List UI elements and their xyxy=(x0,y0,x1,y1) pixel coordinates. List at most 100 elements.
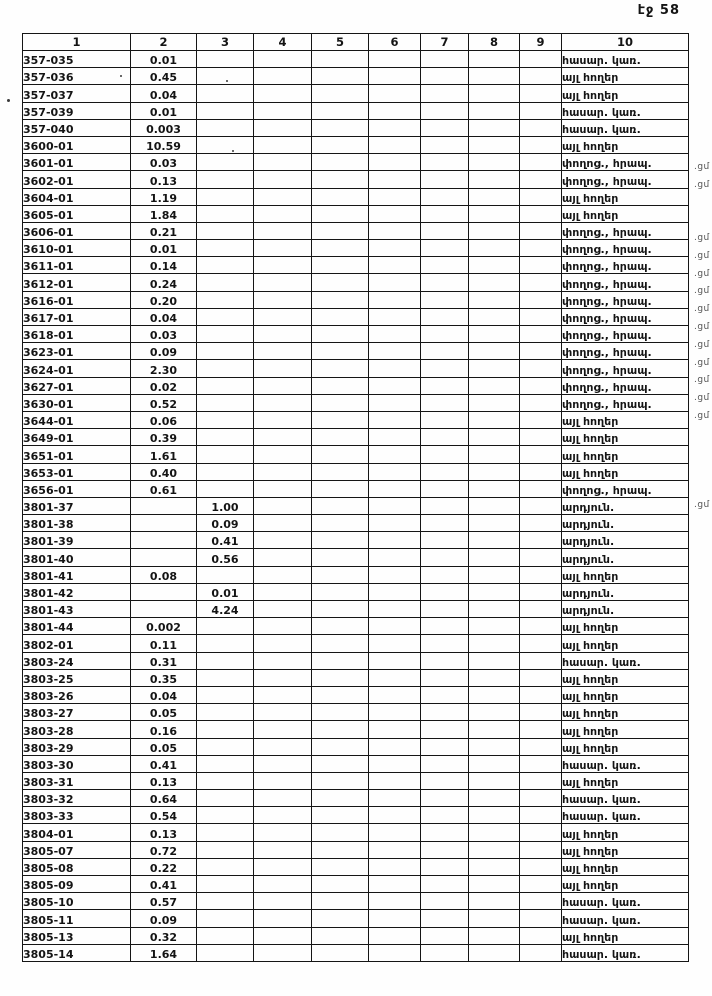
cell-category: փողոց., հրապ. xyxy=(561,359,689,378)
cell-col7 xyxy=(420,496,469,516)
cell-col8 xyxy=(468,204,520,223)
cell-col5 xyxy=(311,118,369,137)
cell-area-col3 xyxy=(196,170,254,189)
cell-col8 xyxy=(468,789,520,808)
cell-code: 3801-41 xyxy=(22,565,131,584)
cell-col7 xyxy=(420,324,469,344)
cell-col6 xyxy=(368,634,421,653)
scan-speck xyxy=(232,150,234,152)
cell-category: արդյուն. xyxy=(561,599,689,619)
cell-col8 xyxy=(468,857,520,877)
cell-col4 xyxy=(253,393,312,412)
cell-col5 xyxy=(311,943,369,962)
cell-col5 xyxy=(311,668,369,687)
margin-annotation: .ցմ xyxy=(694,500,710,510)
cell-col9 xyxy=(519,84,562,103)
cell-category: հասար. կառ. xyxy=(561,118,689,137)
cell-col5 xyxy=(311,256,369,275)
cell-col7 xyxy=(420,943,469,962)
cell-code: 3602-01 xyxy=(22,170,131,189)
cell-col5 xyxy=(311,651,369,670)
cell-area-col2 xyxy=(130,496,197,516)
cell-category: այլ հողեր xyxy=(561,823,689,842)
table-row: 3803-29 0.05 այլ հողեր xyxy=(22,737,689,756)
cell-category: փողոց., հրապ. xyxy=(561,393,689,412)
cell-col9 xyxy=(519,582,562,602)
cell-col4 xyxy=(253,67,312,86)
cell-col6 xyxy=(368,273,421,292)
cell-area-col2: 0.45 xyxy=(130,67,197,86)
cell-area-col2: 0.32 xyxy=(130,926,197,945)
cell-col8 xyxy=(468,393,520,412)
cell-area-col3 xyxy=(196,410,254,430)
table-row: 3801-38 0.09 արդյուն. xyxy=(22,514,689,533)
cell-area-col3 xyxy=(196,462,254,481)
cell-code: 3623-01 xyxy=(22,342,131,361)
margin-annotation: .ցմ xyxy=(694,411,710,421)
cell-code: 3801-40 xyxy=(22,548,131,567)
cell-col9 xyxy=(519,410,562,430)
cell-code: 3618-01 xyxy=(22,324,131,344)
cell-col7 xyxy=(420,531,469,550)
table-row: 3803-32 0.64 հասար. կառ. xyxy=(22,789,689,808)
cell-code: 3600-01 xyxy=(22,135,131,155)
scan-speck xyxy=(7,99,10,102)
cell-col5 xyxy=(311,926,369,945)
cell-area-col2: 1.19 xyxy=(130,187,197,206)
cell-col4 xyxy=(253,359,312,378)
cell-col9 xyxy=(519,685,562,705)
cell-col7 xyxy=(420,634,469,653)
cell-col9 xyxy=(519,771,562,791)
cell-col9 xyxy=(519,634,562,653)
table-row: 3803-28 0.16 այլ հողեր xyxy=(22,720,689,739)
cell-col6 xyxy=(368,720,421,739)
cell-col6 xyxy=(368,651,421,670)
cell-code: 3805-14 xyxy=(22,943,131,962)
cell-area-col3 xyxy=(196,565,254,584)
cell-col7 xyxy=(420,909,469,928)
cell-col8 xyxy=(468,531,520,550)
cell-col7 xyxy=(420,153,469,172)
cell-col4 xyxy=(253,479,312,498)
table-row: 3644-01 0.06 այլ հողեր xyxy=(22,410,689,430)
cell-category: հասար. կառ. xyxy=(561,943,689,962)
table-header-row: 1 2 3 4 5 6 7 8 9 10 xyxy=(22,33,689,51)
cell-code: 357-036 xyxy=(22,67,131,86)
cell-area-col2: 0.22 xyxy=(130,857,197,877)
cell-category: արդյուն. xyxy=(561,548,689,567)
cell-area-col2: 0.64 xyxy=(130,789,197,808)
cell-col6 xyxy=(368,668,421,687)
cell-col9 xyxy=(519,393,562,412)
cell-area-col2: 1.64 xyxy=(130,943,197,962)
cell-col9 xyxy=(519,892,562,911)
cell-col6 xyxy=(368,599,421,619)
cell-col4 xyxy=(253,84,312,103)
cell-col5 xyxy=(311,703,369,722)
cell-col5 xyxy=(311,599,369,619)
cell-col4 xyxy=(253,565,312,584)
column-header-10: 10 xyxy=(561,33,689,51)
cell-col7 xyxy=(420,617,469,636)
cell-area-col3 xyxy=(196,754,254,773)
cell-code: 3801-43 xyxy=(22,599,131,619)
cell-code: 3801-38 xyxy=(22,514,131,533)
cell-area-col2: 0.20 xyxy=(130,290,197,309)
cell-area-col2 xyxy=(130,599,197,619)
cell-col9 xyxy=(519,307,562,327)
table-row: 3602-01 0.13 փողոց., հրապ. xyxy=(22,170,689,189)
cell-area-col3 xyxy=(196,118,254,137)
cell-col9 xyxy=(519,754,562,773)
cell-col5 xyxy=(311,239,369,258)
cell-col5 xyxy=(311,393,369,412)
cell-col9 xyxy=(519,221,562,241)
cell-col5 xyxy=(311,582,369,602)
cell-col6 xyxy=(368,170,421,189)
cell-col8 xyxy=(468,582,520,602)
scan-speck xyxy=(226,80,228,82)
cell-area-col2: 1.61 xyxy=(130,445,197,464)
cell-area-col2: 0.01 xyxy=(130,239,197,258)
cell-col5 xyxy=(311,737,369,756)
cell-col7 xyxy=(420,479,469,498)
cell-col5 xyxy=(311,514,369,533)
column-header-3: 3 xyxy=(196,33,254,51)
